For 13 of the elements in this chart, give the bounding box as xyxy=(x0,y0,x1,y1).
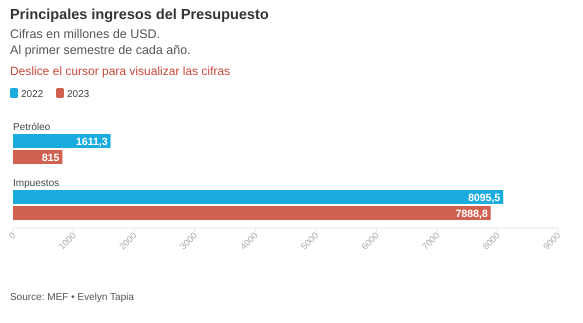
data-label: 8095,5 xyxy=(468,192,500,204)
text: Deslice el cursor para visualizar las cifras xyxy=(10,64,230,78)
source-note: Source: MEF • Evelyn Tapia xyxy=(10,292,134,303)
data-label: 815 xyxy=(42,152,60,164)
x-tick-label: 0 xyxy=(6,230,18,241)
chart-title: Principales ingresos del Presupuesto xyxy=(10,7,269,23)
data-label: 1611,3 xyxy=(76,136,108,148)
legend-label: 2022 xyxy=(21,89,44,100)
y-tick-label: Impuestos xyxy=(13,178,60,189)
y-tick-label: Petróleo xyxy=(13,122,51,133)
data-label: 7888,8 xyxy=(456,208,488,220)
legend-label: 2023 xyxy=(67,89,90,100)
chart-subtitle: Cifras en millones de USD. Al primer semestre de cada año. xyxy=(10,27,191,57)
